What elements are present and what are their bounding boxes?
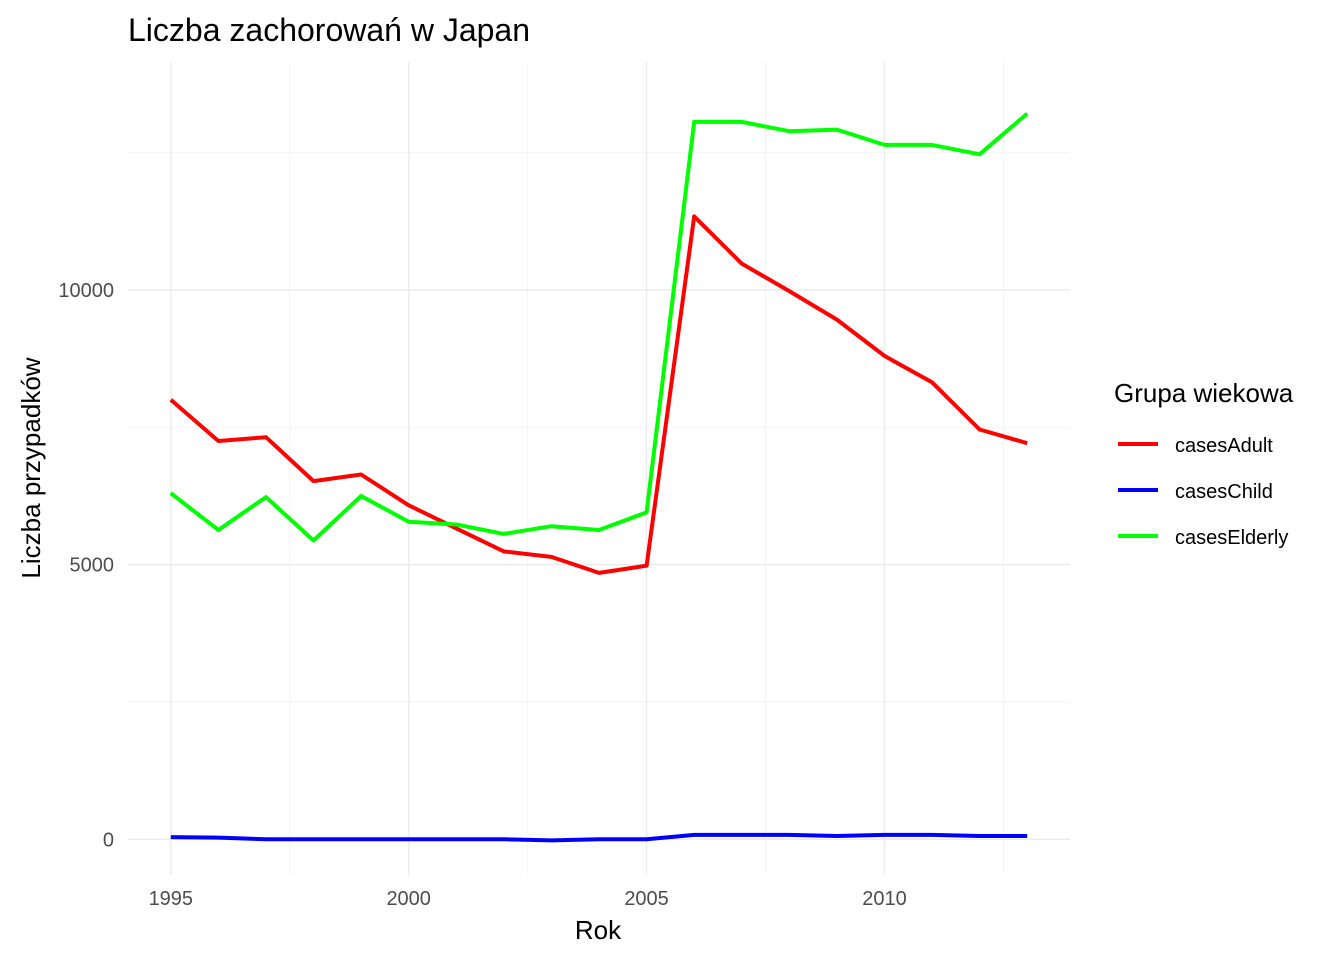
legend-label: casesChild <box>1175 481 1273 503</box>
y-tick-label: 0 <box>103 829 114 851</box>
series-line-casesElderly <box>169 112 1029 543</box>
x-tick-label: 1995 <box>149 888 194 910</box>
series-layer <box>169 112 1029 843</box>
y-axis-title: Liczba przypadków <box>16 357 46 578</box>
y-axis-ticks: 0 5000 10000 <box>58 280 114 851</box>
x-axis-ticks: 1995 2000 2005 2010 <box>149 888 907 910</box>
x-tick-label: 2005 <box>624 888 669 910</box>
legend: Grupa wiekowa casesAdult casesChild casesE… <box>1114 378 1294 549</box>
x-axis-title: Rok <box>575 915 622 945</box>
grid <box>128 62 1070 875</box>
legend-title: Grupa wiekowa <box>1114 378 1294 408</box>
series-line-casesChild <box>170 832 1028 843</box>
x-tick-label: 2000 <box>386 888 431 910</box>
chart-title: Liczba zachorowań w Japan <box>128 12 530 48</box>
series-line-casesAdult <box>169 214 1028 575</box>
legend-label: casesAdult <box>1175 435 1273 457</box>
y-tick-label: 5000 <box>70 555 115 577</box>
x-tick-label: 2010 <box>862 888 907 910</box>
y-tick-label: 10000 <box>58 280 114 302</box>
legend-label: casesElderly <box>1175 527 1288 549</box>
